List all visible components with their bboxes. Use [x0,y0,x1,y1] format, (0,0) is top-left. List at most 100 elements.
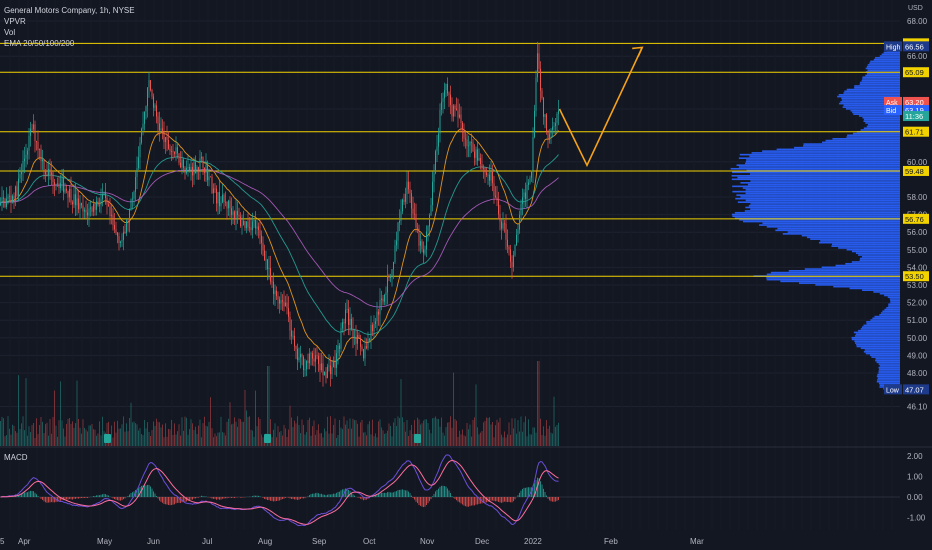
macd-histogram-bar [553,497,555,502]
volume-bar [540,418,541,446]
legend-indicator-vpvr[interactable]: VPVR [4,17,26,26]
volume-bar [528,419,529,446]
macd-histogram-bar [130,493,132,497]
candle-body [318,355,319,364]
macd-histogram-bar [549,497,550,501]
candle-body [322,363,324,376]
volume-bar [172,435,174,446]
volume-bar [333,424,334,446]
candle-body [111,215,112,217]
vpvr-bar [856,345,900,348]
volume-bar [492,421,493,446]
macd-histogram-bar [315,493,316,497]
legend-indicator-vol[interactable]: Vol [4,28,16,37]
macd-histogram-bar [555,497,556,502]
legend-indicator-ema[interactable]: EMA 20/50/100/200 [4,39,75,48]
candle-body [477,149,478,161]
vpvr-bar [854,335,900,337]
price-tag-bg [903,213,929,224]
macd-histogram-bar [382,492,384,497]
vpvr-bar [851,250,900,253]
candle-body [211,176,213,194]
macd-histogram-bar [403,489,405,497]
vpvr-bar [739,218,900,221]
macd-histogram-bar [190,497,192,500]
volume-bar [450,416,451,446]
candle-body [360,338,361,347]
candle-body [531,170,532,178]
volume-bar [33,422,34,446]
volume-bar [216,436,217,446]
candle-body [208,176,210,181]
ema-line-50 [0,154,559,336]
volume-bar [87,431,88,446]
candle-body [547,130,549,140]
macd-histogram-bar [283,497,285,499]
candle-body [220,202,222,207]
vpvr-bar [803,143,900,145]
volume-bar [184,416,186,446]
volume-bar [177,431,178,446]
volume-bar [411,424,412,446]
volume-bar [438,419,439,446]
macd-histogram-bar [336,492,337,497]
macd-histogram-bar [526,487,528,497]
volume-bar [435,416,436,446]
volume-bar [162,424,163,446]
volume-bar [366,435,367,446]
vpvr-bar [881,53,900,56]
candle-body [501,221,502,229]
vpvr-bar [890,299,900,302]
candle-body [21,170,22,175]
macd-histogram-bar [30,490,31,497]
projection-path[interactable] [558,46,644,168]
macd-histogram-bar [37,495,39,497]
volume-bar [7,416,9,446]
volume-bar [88,425,90,446]
candle-body [495,195,496,198]
volume-bar [271,437,273,446]
candle-body [489,174,490,181]
support-resistance-levels[interactable] [0,42,900,277]
vpvr-bar [732,215,900,218]
macd-histogram-bar [327,494,328,497]
volume-bar [252,430,253,446]
candle-body [316,355,318,357]
macd-histogram-bar [301,497,303,499]
vpvr-bar [862,78,900,80]
candle-body [418,228,420,246]
macd-histogram-bar [390,492,391,497]
volume-bar [192,423,193,446]
macd-histogram-bar [34,492,36,497]
macd-histogram-bar [72,497,73,500]
macd-tick-label: 0.00 [907,493,923,502]
volume-bar [45,424,46,446]
volume-bar [24,430,25,446]
time-tick-label: Jun [147,537,160,546]
volume-bar [445,427,447,446]
legend-title[interactable]: General Motors Company, 1h, NYSE [4,6,135,15]
volume-bar [63,428,64,446]
candle-body [15,186,16,202]
vpvr-bar [732,171,900,174]
volume-bar [550,432,552,446]
candle-body [76,198,78,206]
projection-arrowhead[interactable] [632,46,644,57]
volume-bar [204,416,205,446]
macd-label[interactable]: MACD [4,453,28,462]
macd-histogram-bar [426,497,427,505]
candle-body [432,181,433,206]
vpvr-bar [856,343,900,346]
candle-body [454,105,456,109]
macd-histogram-bar [354,495,355,497]
vpvr-bar [883,51,900,54]
volume-bar [354,420,355,446]
vpvr-bar [887,296,900,299]
projection-line[interactable] [558,47,643,168]
volume-bar [0,420,1,446]
candle-body [93,203,94,212]
candle-body [442,98,444,102]
macd-histogram-bar [280,497,282,500]
vpvr-bar [876,380,900,383]
